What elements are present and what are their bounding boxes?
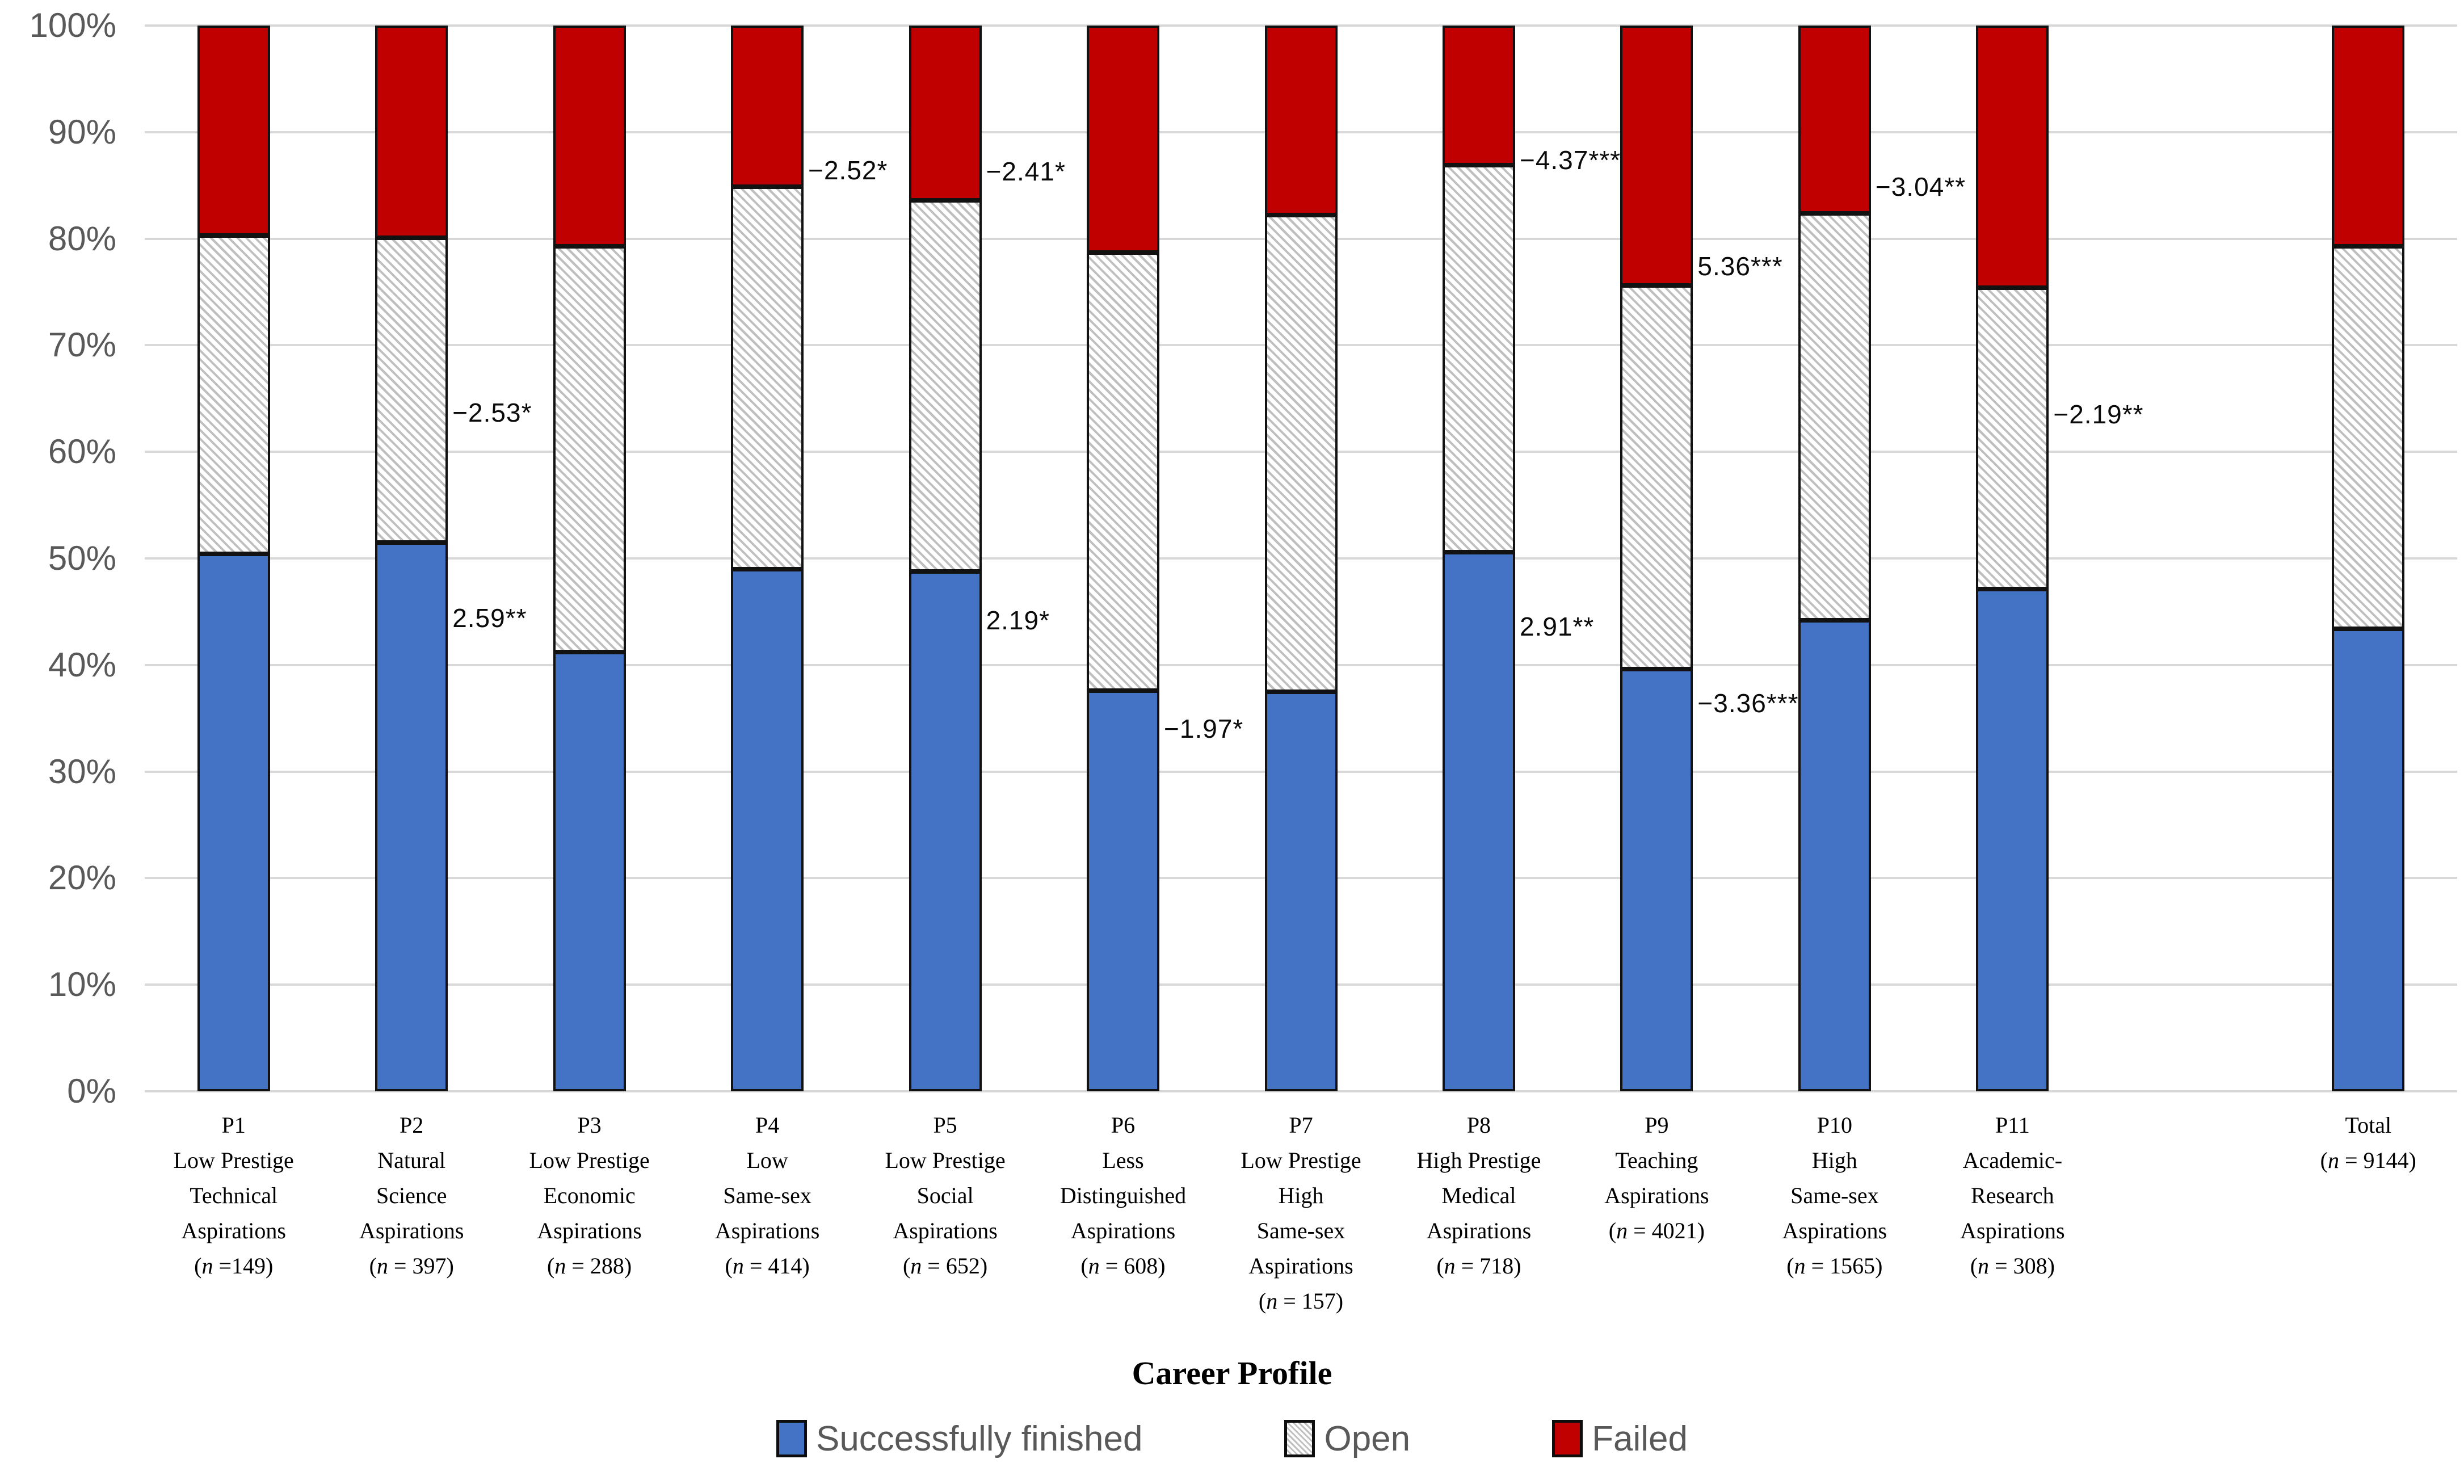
- legend-swatch-open: [1284, 1420, 1315, 1457]
- bar-P11-segment-open: [1976, 287, 2049, 590]
- legend-swatch-successfully-finished: [776, 1420, 807, 1457]
- bar-P10-segment-successfully-finished: [1798, 620, 1871, 1091]
- bar-P1-segment-open: [197, 235, 270, 554]
- bar-P8-segment-failed: [1442, 26, 1515, 166]
- bar-P8-segment-open: [1442, 165, 1515, 552]
- bar-P9-segment-failed: [1620, 26, 1693, 286]
- bar-P5-segment-successfully-finished: [909, 571, 982, 1091]
- bar-P9-segment-successfully-finished: [1620, 669, 1693, 1091]
- category-label-P2: P2 Natural Science Aspirations (n = 397): [359, 1112, 464, 1279]
- bar-P8-segment-successfully-finished: [1442, 552, 1515, 1091]
- annotation-P6-6: −1.97*: [1164, 714, 1244, 744]
- y-tick-label-20: 20%: [48, 859, 116, 897]
- category-label-P5: P5 Low Prestige Social Aspirations (n = 652): [885, 1112, 1006, 1279]
- bar-P4-segment-successfully-finished: [731, 569, 804, 1091]
- bar-P5-segment-failed: [909, 26, 982, 200]
- bar-P4-segment-open: [731, 186, 804, 569]
- y-tick-label-30: 30%: [48, 752, 116, 791]
- x-axis-title: Career Profile: [1132, 1355, 1332, 1391]
- y-tick-label-50: 50%: [48, 539, 116, 577]
- y-tick-label-90: 90%: [48, 112, 116, 151]
- category-label-P7: P7 Low Prestige High Same-sex Aspirations (n …: [1241, 1112, 1361, 1314]
- bar-P2-segment-open: [375, 237, 448, 543]
- category-label-P1: P1 Low Prestige Technical Aspirations (n =14…: [173, 1112, 294, 1279]
- y-tick-label-10: 10%: [48, 965, 116, 1004]
- bar-P6-segment-failed: [1087, 26, 1160, 253]
- legend-label-successfully-finished: Successfully finished: [815, 1419, 1143, 1458]
- bar-P1-segment-failed: [197, 26, 270, 236]
- bar-P7-segment-open: [1264, 215, 1338, 692]
- annotation-P2-2: 2.59**: [452, 603, 527, 633]
- bar-P6-segment-successfully-finished: [1087, 690, 1160, 1091]
- annotation-P9-10: −3.36***: [1697, 688, 1799, 718]
- annotation-P11-12: −2.19**: [2053, 400, 2144, 430]
- bar-P9-segment-open: [1620, 285, 1693, 670]
- annotation-P8-7: −4.37***: [1519, 145, 1621, 175]
- y-tick-label-70: 70%: [48, 326, 116, 364]
- annotation-P2-1: −2.53*: [452, 397, 532, 427]
- legend: Successfully finished Open Failed: [0, 1407, 2464, 1470]
- bar-P4-segment-failed: [731, 26, 804, 187]
- legend-item-open: Open: [1284, 1419, 1410, 1459]
- category-label-P6: P6 Less Distinguished Aspirations (n = 608): [1059, 1112, 1187, 1279]
- bar-P11-segment-successfully-finished: [1976, 589, 2049, 1091]
- bar-Total-segment-successfully-finished: [2332, 628, 2405, 1091]
- y-tick-label-100: 100%: [29, 6, 116, 44]
- legend-label-open: Open: [1324, 1419, 1411, 1458]
- legend-item-failed: Failed: [1552, 1419, 1688, 1459]
- category-label-P11: P11 Academic- Research Aspirations (n = 308): [1960, 1112, 2065, 1279]
- y-tick-label-40: 40%: [48, 645, 116, 684]
- annotation-P5-5: 2.19*: [986, 605, 1050, 635]
- category-label-P9: P9 Teaching Aspirations (n = 4021): [1604, 1112, 1709, 1243]
- bar-P3-segment-open: [553, 246, 626, 653]
- category-label-P8: P8 High Prestige Medical Aspirations (n = 71…: [1416, 1112, 1541, 1279]
- annotation-P4-3: −2.52*: [808, 155, 888, 186]
- bar-P3-segment-failed: [553, 26, 626, 246]
- bar-P11-segment-failed: [1976, 26, 2049, 288]
- annotation-P5-4: −2.41*: [986, 157, 1066, 187]
- annotation-P9-9: 5.36***: [1697, 251, 1783, 281]
- y-tick-label-0: 0%: [67, 1072, 116, 1110]
- bar-P2-segment-successfully-finished: [375, 542, 448, 1091]
- legend-item-successfully-finished: Successfully finished: [776, 1419, 1143, 1459]
- category-label-P4: P4 Low Same-sex Aspirations (n = 414): [714, 1112, 820, 1279]
- legend-label-failed: Failed: [1592, 1419, 1688, 1458]
- bar-Total-segment-failed: [2332, 26, 2405, 246]
- bar-P5-segment-open: [909, 200, 982, 571]
- bar-P7-segment-failed: [1264, 26, 1338, 216]
- legend-swatch-failed: [1552, 1420, 1583, 1457]
- y-tick-label-60: 60%: [48, 432, 116, 471]
- bar-P10-segment-open: [1798, 213, 1871, 620]
- bar-P10-segment-failed: [1798, 26, 1871, 213]
- category-label-P3: P3 Low Prestige Economic Aspirations (n = 28…: [529, 1112, 650, 1279]
- bar-P2-segment-failed: [375, 26, 448, 238]
- bar-P1-segment-successfully-finished: [197, 554, 270, 1091]
- category-label-P10: P10 High Same-sex Aspirations (n = 1565): [1782, 1112, 1887, 1279]
- y-tick-label-80: 80%: [48, 219, 116, 258]
- annotation-P10-11: −3.04**: [1875, 171, 1966, 201]
- gridline-0: [145, 1090, 2457, 1092]
- annotation-P8-8: 2.91**: [1519, 612, 1595, 642]
- bar-P6-segment-open: [1087, 253, 1160, 691]
- bar-P3-segment-successfully-finished: [553, 652, 626, 1091]
- bar-Total-segment-open: [2332, 246, 2405, 629]
- category-label-Total: Total (n = 9144): [2320, 1112, 2416, 1173]
- bar-P7-segment-successfully-finished: [1264, 691, 1338, 1091]
